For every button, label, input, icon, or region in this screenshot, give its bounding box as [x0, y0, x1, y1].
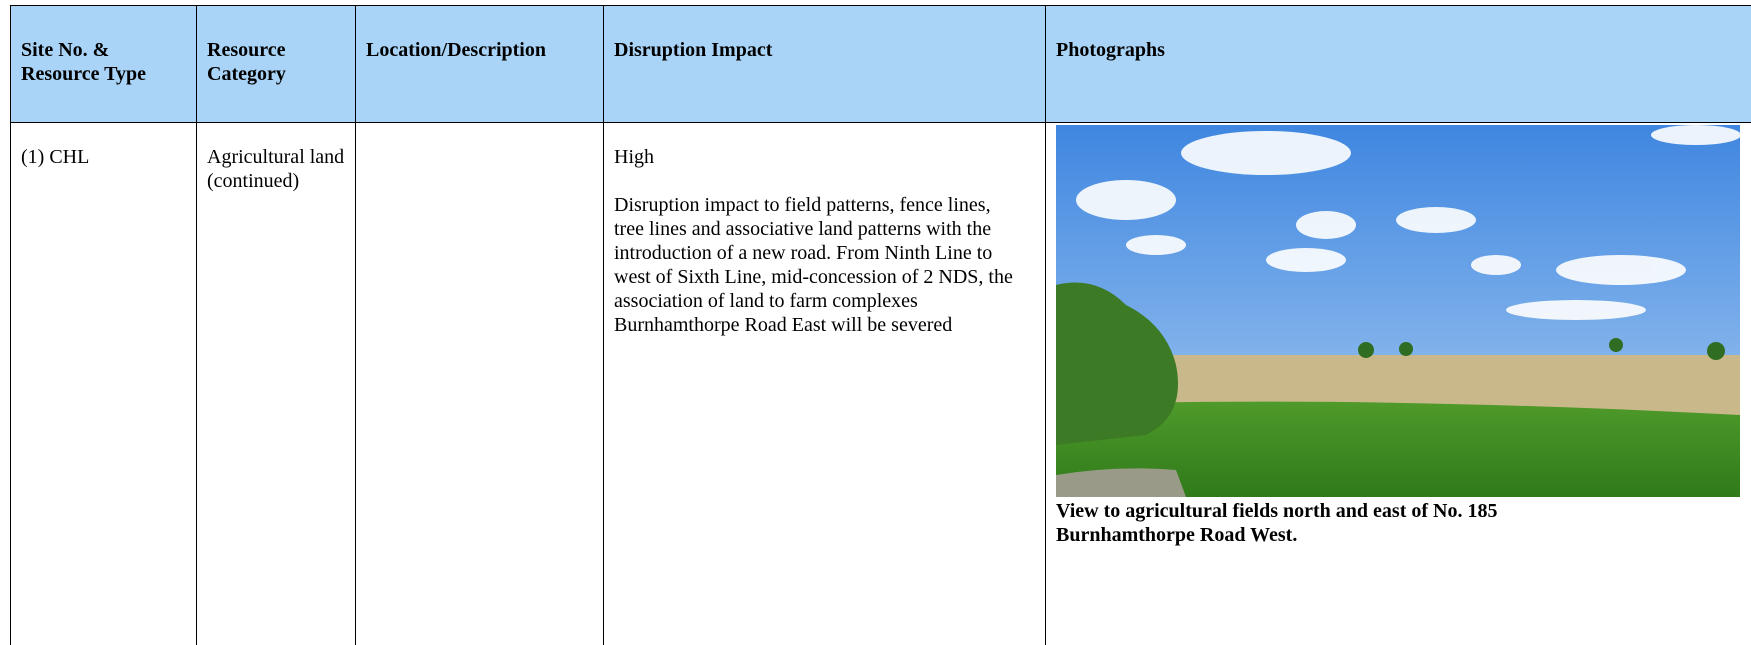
impact-text: Disruption impact to field patterns, fen…	[614, 193, 1014, 337]
photo-cell: View to agricultural fields north and ea…	[1046, 123, 1751, 645]
impact-cell: High Disruption impact to field patterns…	[604, 123, 1046, 645]
photo-caption: View to agricultural fields north and ea…	[1056, 499, 1556, 547]
header-cell: Disruption Impact	[604, 6, 1046, 123]
location-cell	[356, 123, 604, 645]
impact-rating: High	[614, 145, 1035, 169]
site-cell: (1) CHL	[11, 123, 197, 645]
category-cell: Agricultural land (continued)	[197, 123, 356, 645]
header-row: Site No. & Resource Type Resource Catego…	[11, 6, 1751, 123]
body-row: (1) CHL Agricultural land (continued) Hi…	[11, 123, 1751, 645]
page: Site No. & Resource Type Resource Catego…	[0, 0, 1751, 615]
header-cell: Site No. & Resource Type	[11, 6, 197, 123]
header-cell: Photographs	[1046, 6, 1751, 123]
header-cell: Resource Category	[197, 6, 356, 123]
resource-table: Site No. & Resource Type Resource Catego…	[10, 5, 1751, 645]
header-cell: Location/Description	[356, 6, 604, 123]
photograph	[1056, 125, 1740, 497]
